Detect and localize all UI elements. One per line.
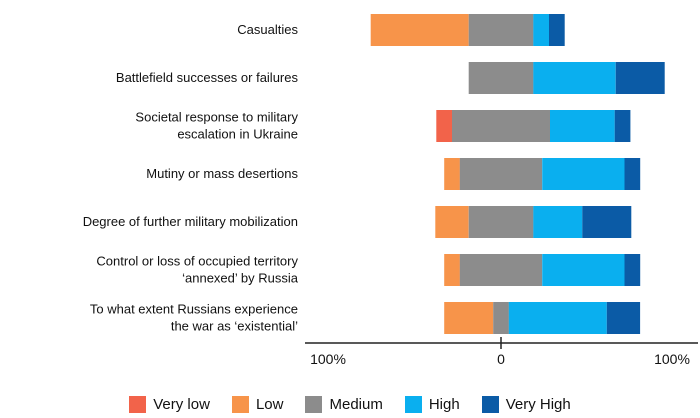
- legend-label: Very High: [505, 395, 571, 413]
- bar-segment-very-high: [549, 14, 565, 46]
- legend-item: Low: [231, 395, 284, 413]
- bar-segment-very-high: [615, 62, 665, 94]
- legend-item: High: [404, 395, 460, 413]
- bar-segment-medium: [452, 110, 550, 142]
- legend-label: Very low: [153, 395, 210, 413]
- bar-segment-very-high: [614, 110, 631, 142]
- bar-segment-very-high: [624, 158, 641, 190]
- category-label: Control or loss of occupied territory ‘an…: [96, 254, 298, 286]
- bar-segment-very-low: [436, 110, 452, 142]
- bar-segment-medium: [468, 206, 534, 238]
- bar-segment-high: [533, 14, 549, 46]
- legend: Very low Low Medium High Very High: [0, 392, 700, 416]
- bar-segment-very-high: [624, 254, 641, 286]
- legend-label: Low: [255, 395, 284, 413]
- bar-segment-medium: [468, 62, 534, 94]
- bar-segment-medium: [468, 14, 534, 46]
- x-tick-label: 100%: [310, 351, 346, 367]
- category-label: Degree of further military mobilization: [83, 214, 298, 229]
- bar-segment-medium: [459, 158, 543, 190]
- bar-segment-very-high: [606, 302, 641, 334]
- legend-swatch: [404, 395, 422, 413]
- bar-segment-high: [533, 62, 616, 94]
- legend-item: Very low: [129, 395, 210, 413]
- legend-label: Medium: [329, 395, 383, 413]
- bar-segment-high: [550, 110, 615, 142]
- legend-swatch: [305, 395, 323, 413]
- bars-layer: [370, 14, 665, 334]
- legend-item: Medium: [305, 395, 383, 413]
- bar-segment-low: [435, 206, 469, 238]
- bar-segment-low: [444, 302, 494, 334]
- bar-segment-medium: [459, 254, 543, 286]
- bar-segment-low: [370, 14, 469, 46]
- category-labels-layer: Casualties Battlefield successes or failu…: [83, 22, 299, 334]
- category-label: To what extent Russians experience the wa…: [90, 302, 298, 334]
- legend-swatch: [129, 395, 147, 413]
- bar-segment-high: [542, 254, 625, 286]
- bar-segment-medium: [493, 302, 509, 334]
- category-label: Battlefield successes or failures: [116, 70, 299, 85]
- bar-segment-low: [444, 158, 460, 190]
- bar-segment-high: [542, 158, 625, 190]
- x-tick-label: 0: [497, 351, 505, 367]
- legend-label: High: [428, 395, 460, 413]
- bar-segment-low: [444, 254, 460, 286]
- category-label: Societal response to military escalation …: [135, 110, 298, 142]
- legend-swatch: [481, 395, 499, 413]
- legend-swatch: [231, 395, 249, 413]
- category-label: Casualties: [237, 22, 298, 37]
- category-label: Mutiny or mass desertions: [146, 166, 298, 181]
- bar-segment-high: [533, 206, 583, 238]
- bar-segment-high: [508, 302, 607, 334]
- bar-segment-very-high: [582, 206, 632, 238]
- x-axis-tick-labels: 100% 0 100%: [310, 351, 690, 367]
- legend-item: Very High: [481, 395, 571, 413]
- x-tick-label: 100%: [654, 351, 690, 367]
